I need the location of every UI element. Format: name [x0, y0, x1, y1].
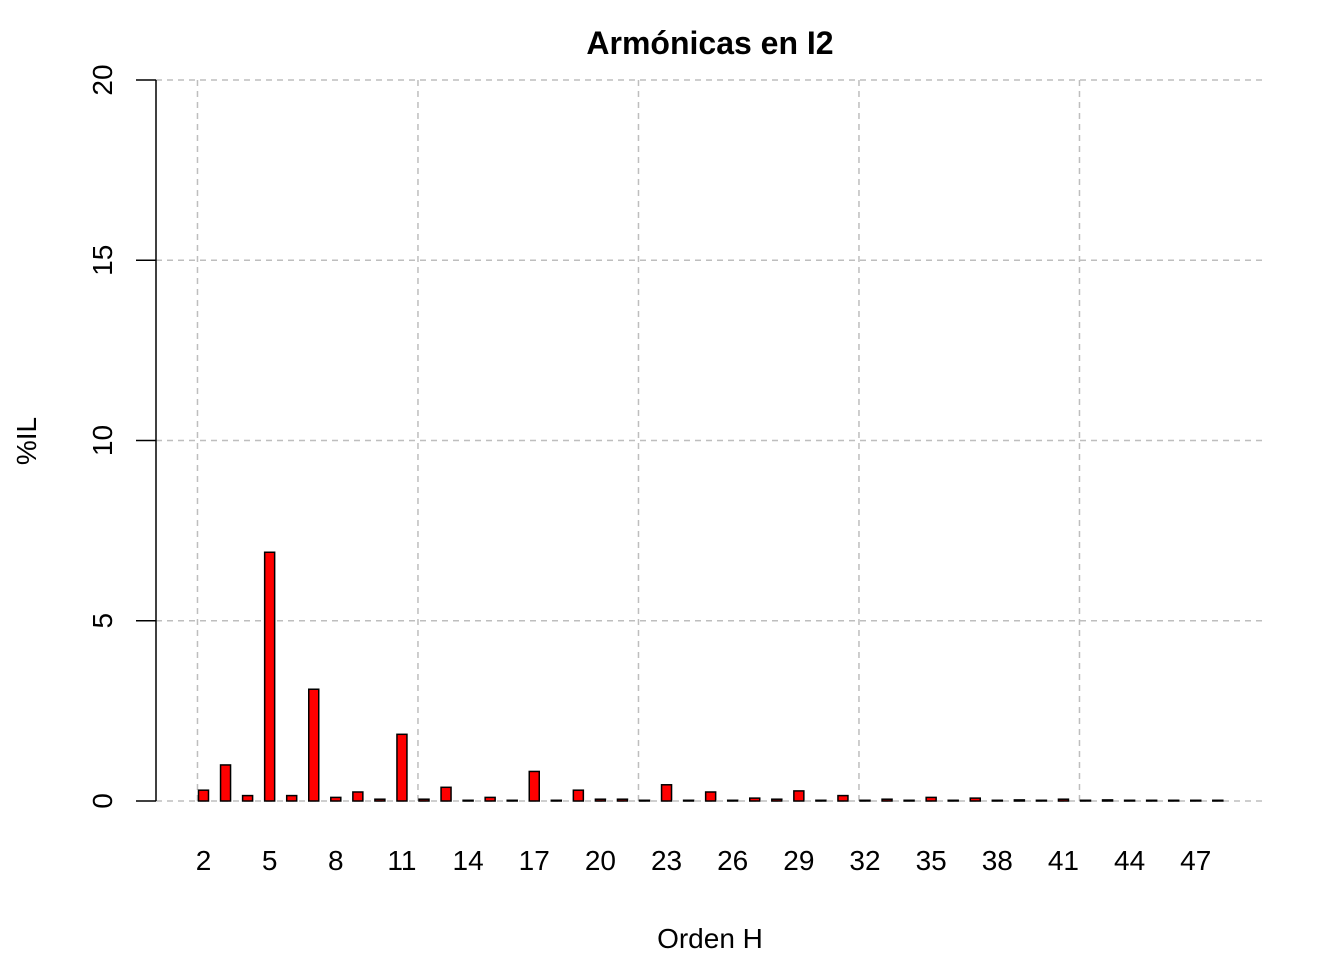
x-tick-label: 23: [651, 845, 682, 876]
bar-h42: [1079, 799, 1092, 802]
bar-h21: [616, 798, 629, 802]
bar-h30: [815, 799, 827, 802]
bar-h14: [462, 799, 474, 802]
bar-h25: [704, 791, 717, 802]
bar-h27: [749, 797, 761, 802]
bar-h46: [1167, 799, 1180, 802]
x-axis-tick-labels: 2 5 8 11 14 17 20 23 26 29 32 35 38 41 44 47: [196, 845, 1212, 876]
x-tick-label: 29: [783, 845, 814, 876]
bar-h23: [660, 784, 673, 802]
bar-h48: [1212, 799, 1224, 802]
x-tick-label: 14: [453, 845, 484, 876]
x-tick-label: 5: [262, 845, 278, 876]
bar-h17: [528, 770, 540, 802]
x-tick-label: 17: [519, 845, 550, 876]
bar-h3: [219, 764, 232, 802]
bar-h26: [726, 799, 739, 802]
y-tick-label: 15: [87, 245, 118, 276]
x-tick-label: 32: [849, 845, 880, 876]
bar-h10: [374, 798, 386, 802]
x-axis-label: Orden H: [657, 923, 763, 954]
bar-h18: [550, 799, 563, 802]
bar-h19: [572, 789, 585, 802]
bar-h9: [352, 791, 364, 802]
bar-h44: [1123, 799, 1136, 802]
bar-h43: [1101, 799, 1114, 802]
bar-h40: [1035, 799, 1048, 802]
bar-h16: [506, 799, 518, 802]
bar-h20: [594, 798, 607, 802]
y-tick-label: 10: [87, 425, 118, 456]
bar-h39: [1013, 799, 1026, 802]
y-tick-label: 0: [87, 793, 118, 809]
bar-h4: [241, 794, 254, 802]
bar-h32: [859, 799, 871, 802]
bar-h33: [881, 798, 893, 802]
chart-title: Armónicas en I2: [586, 25, 833, 61]
bar-h8: [330, 796, 342, 802]
y-tick-label: 5: [87, 613, 118, 629]
x-tick-label: 20: [585, 845, 616, 876]
x-tick-label: 35: [916, 845, 947, 876]
x-tick-label: 11: [387, 845, 416, 876]
bar-h22: [638, 799, 651, 802]
bar-h41: [1057, 798, 1070, 802]
bar-h45: [1145, 799, 1158, 802]
bar-h12: [418, 798, 430, 802]
grid-lines: [156, 79, 1265, 802]
bar-h2: [197, 789, 210, 802]
x-tick-label: 26: [717, 845, 748, 876]
x-tick-label: 38: [982, 845, 1013, 876]
x-tick-label: 44: [1114, 845, 1145, 876]
bar-h37: [969, 797, 981, 802]
bar-h13: [440, 786, 452, 802]
bar-h6: [285, 794, 298, 802]
bar-h29: [793, 790, 805, 802]
bar-h35: [925, 796, 937, 802]
bar-h15: [484, 796, 496, 802]
bar-h11: [396, 733, 408, 802]
bars: [197, 551, 1224, 802]
bar-h38: [991, 799, 1004, 802]
bar-h24: [682, 799, 695, 802]
bar-h47: [1190, 799, 1202, 802]
bar-h5: [263, 551, 276, 802]
bar-h31: [837, 794, 849, 802]
x-tick-label: 47: [1180, 845, 1211, 876]
y-axis: 0 5 10 15 20: [87, 64, 157, 809]
y-axis-label: %IL: [11, 417, 42, 465]
y-tick-label: 20: [87, 64, 118, 95]
x-tick-label: 8: [328, 845, 344, 876]
bar-h36: [947, 799, 959, 802]
bar-h34: [903, 799, 915, 802]
x-tick-label: 2: [196, 845, 212, 876]
bar-h7: [308, 688, 320, 802]
bar-h28: [771, 798, 783, 802]
x-tick-label: 41: [1048, 845, 1079, 876]
